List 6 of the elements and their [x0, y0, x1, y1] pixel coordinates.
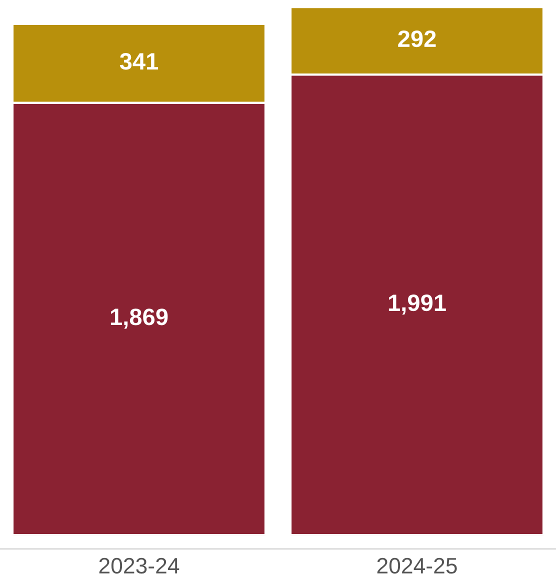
data-label: 1,991: [388, 294, 446, 315]
data-label: 341: [120, 52, 158, 70]
data-label: 1,869: [110, 308, 168, 329]
x-tick-label: 2023-24: [99, 558, 180, 574]
x-tick-label: 2024-25: [377, 558, 457, 574]
data-label: 292: [398, 30, 436, 48]
